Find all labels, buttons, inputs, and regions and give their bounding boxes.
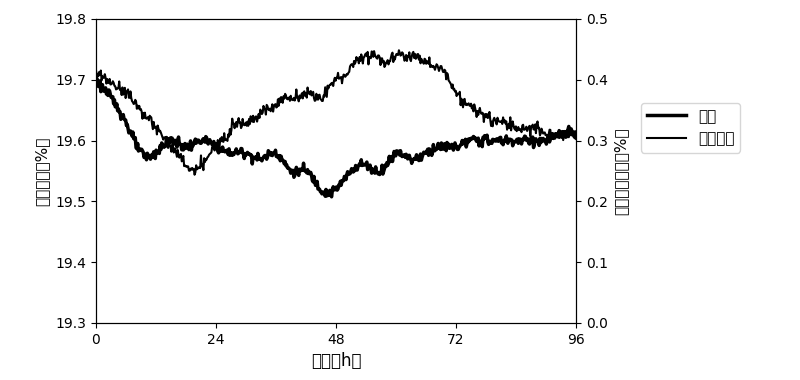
氧气 xyxy=(571,135,581,140)
二氧化碳 xyxy=(414,52,423,56)
X-axis label: 时间（h）: 时间（h） xyxy=(310,352,362,370)
二氧化碳 xyxy=(454,92,464,97)
氧气 xyxy=(92,76,102,81)
二氧化碳 xyxy=(309,96,318,100)
二氧化碳 xyxy=(571,136,581,141)
二氧化碳 xyxy=(176,152,186,156)
氧气 xyxy=(309,174,318,179)
二氧化碳 xyxy=(394,48,404,52)
氧气 xyxy=(454,145,464,150)
二氧化碳 xyxy=(215,136,225,141)
二氧化碳 xyxy=(375,55,385,60)
Line: 氧气: 氧气 xyxy=(96,78,576,197)
Y-axis label: 二氧化碳浓度（%）: 二氧化碳浓度（%） xyxy=(614,127,628,215)
Line: 二氧化碳: 二氧化碳 xyxy=(96,50,576,175)
二氧化碳 xyxy=(190,173,199,177)
氧气 xyxy=(376,170,386,174)
氧气 xyxy=(177,147,186,152)
Y-axis label: 氧气浓度（%）: 氧气浓度（%） xyxy=(34,136,50,206)
二氧化碳 xyxy=(91,68,101,73)
氧气 xyxy=(414,157,423,161)
氧气 xyxy=(326,195,336,199)
氧气 xyxy=(91,80,101,85)
Legend: 氧气, 二氧化碳: 氧气, 二氧化碳 xyxy=(642,103,740,152)
氧气 xyxy=(215,147,225,151)
